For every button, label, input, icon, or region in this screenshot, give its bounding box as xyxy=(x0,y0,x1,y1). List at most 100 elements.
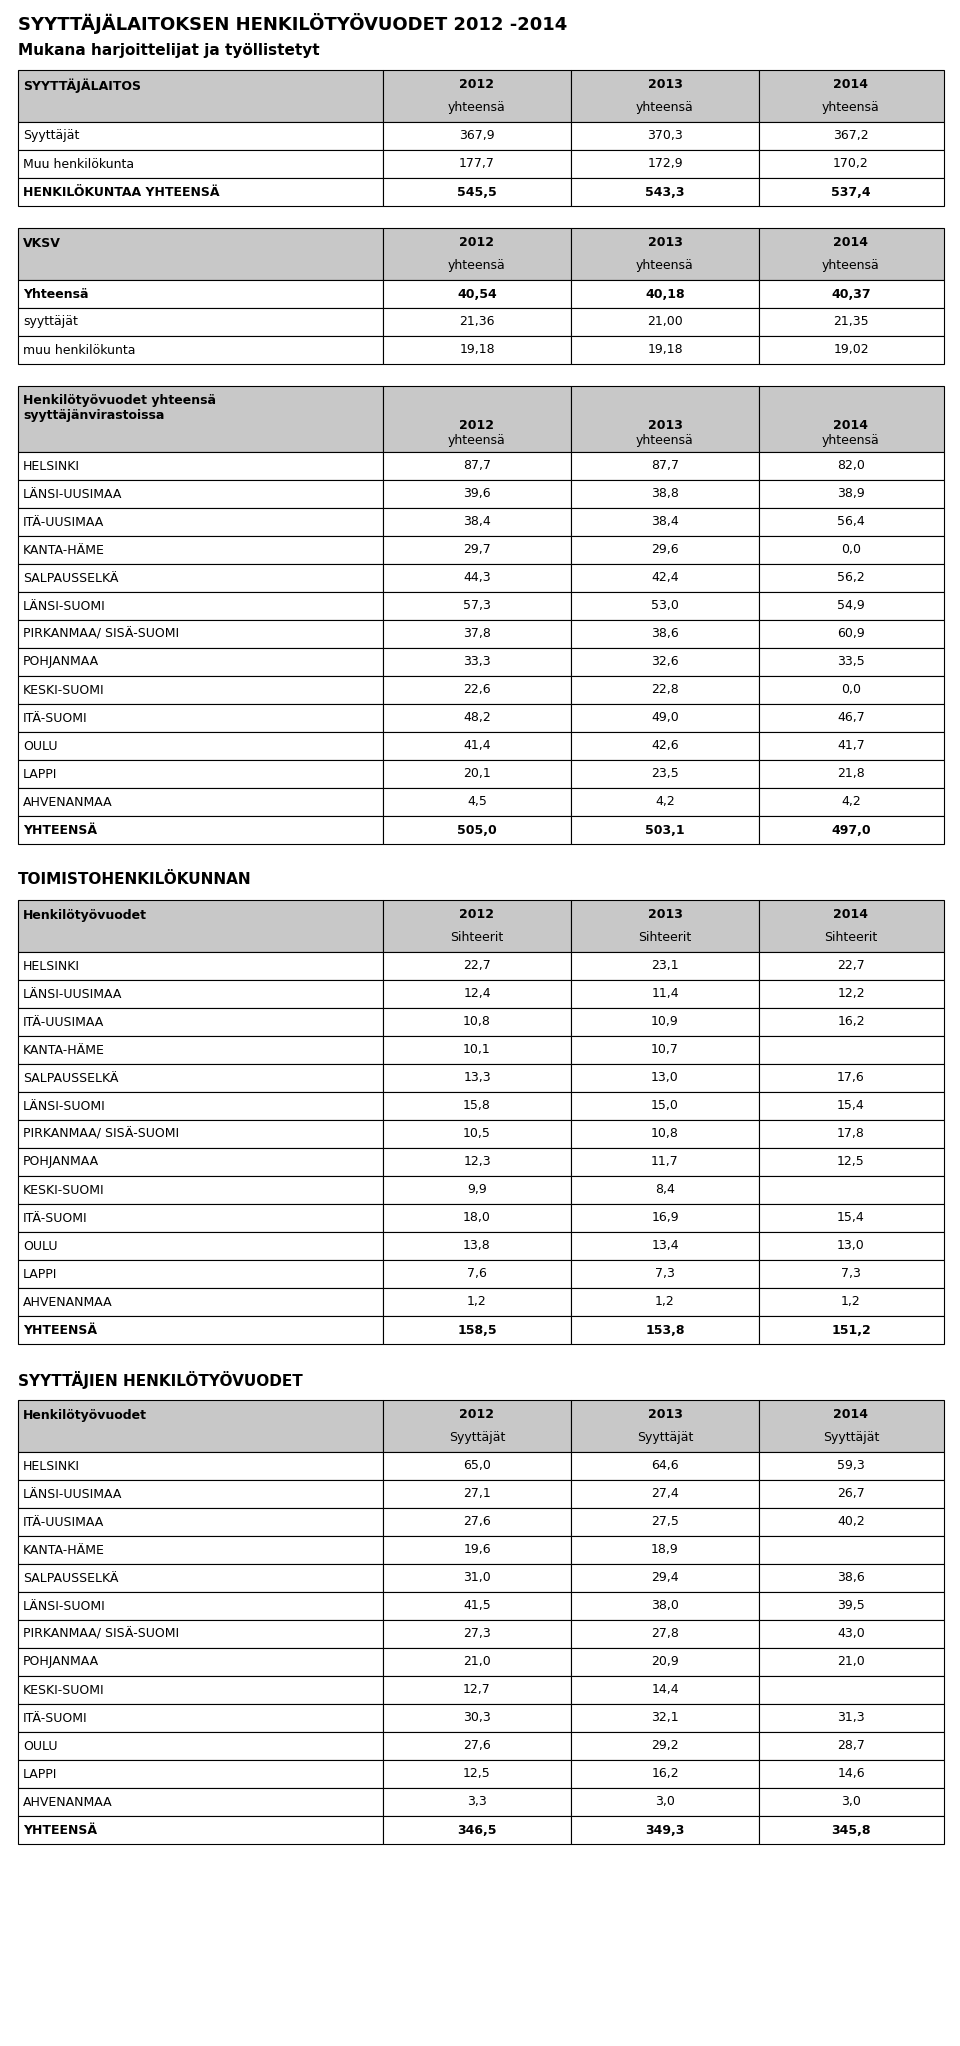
Bar xyxy=(383,649,571,675)
Text: 21,0: 21,0 xyxy=(463,1655,491,1667)
Bar xyxy=(18,309,383,336)
Bar xyxy=(571,1817,759,1843)
Bar xyxy=(383,951,571,980)
Text: 27,5: 27,5 xyxy=(651,1516,679,1528)
Bar xyxy=(759,900,944,951)
Bar xyxy=(571,1260,759,1289)
Bar xyxy=(18,980,383,1009)
Bar xyxy=(383,123,571,149)
Text: Sihteerit: Sihteerit xyxy=(825,931,877,943)
Text: SYYTTÄJÄLAITOS: SYYTTÄJÄLAITOS xyxy=(23,78,141,92)
Text: 346,5: 346,5 xyxy=(457,1823,496,1837)
Text: Muu henkilökunta: Muu henkilökunta xyxy=(23,158,134,170)
Text: 10,5: 10,5 xyxy=(463,1127,491,1140)
Bar xyxy=(759,1176,944,1203)
Bar xyxy=(18,565,383,591)
Bar xyxy=(383,1289,571,1316)
Bar xyxy=(571,704,759,732)
Text: ITÄ-UUSIMAA: ITÄ-UUSIMAA xyxy=(23,1015,105,1029)
Text: AHVENANMAA: AHVENANMAA xyxy=(23,1295,112,1309)
Bar xyxy=(383,1148,571,1176)
Text: 3,3: 3,3 xyxy=(468,1796,487,1809)
Bar xyxy=(759,481,944,507)
Bar xyxy=(383,481,571,507)
Bar xyxy=(571,1676,759,1704)
Bar xyxy=(18,1260,383,1289)
Text: POHJANMAA: POHJANMAA xyxy=(23,1655,99,1667)
Text: 28,7: 28,7 xyxy=(837,1739,865,1753)
Text: KESKI-SUOMI: KESKI-SUOMI xyxy=(23,1684,105,1696)
Text: 16,2: 16,2 xyxy=(837,1015,865,1029)
Text: SYYTTÄJIEN HENKILÖTYÖVUODET: SYYTTÄJIEN HENKILÖTYÖVUODET xyxy=(18,1371,302,1389)
Text: 158,5: 158,5 xyxy=(457,1324,497,1336)
Text: 2012: 2012 xyxy=(460,419,494,432)
Bar xyxy=(759,1289,944,1316)
Text: PIRKANMAA/ SISÄ-SUOMI: PIRKANMAA/ SISÄ-SUOMI xyxy=(23,1627,180,1641)
Bar xyxy=(383,1760,571,1788)
Bar xyxy=(571,1176,759,1203)
Text: KESKI-SUOMI: KESKI-SUOMI xyxy=(23,683,105,696)
Bar xyxy=(571,70,759,123)
Text: yhteensä: yhteensä xyxy=(822,434,880,446)
Bar xyxy=(18,387,383,452)
Text: 0,0: 0,0 xyxy=(841,683,861,696)
Bar xyxy=(18,1733,383,1760)
Bar xyxy=(383,70,571,123)
Text: 82,0: 82,0 xyxy=(837,460,865,473)
Text: 0,0: 0,0 xyxy=(841,544,861,557)
Text: OULU: OULU xyxy=(23,1739,58,1753)
Text: 38,4: 38,4 xyxy=(463,516,491,528)
Bar xyxy=(571,1316,759,1344)
Text: 37,8: 37,8 xyxy=(463,628,491,640)
Bar xyxy=(18,591,383,620)
Bar xyxy=(18,1592,383,1620)
Text: OULU: OULU xyxy=(23,1240,58,1252)
Bar xyxy=(571,1592,759,1620)
Text: 32,6: 32,6 xyxy=(651,655,679,669)
Text: 41,5: 41,5 xyxy=(463,1600,491,1612)
Text: 21,0: 21,0 xyxy=(837,1655,865,1667)
Bar xyxy=(571,591,759,620)
Bar xyxy=(383,1316,571,1344)
Text: Sihteerit: Sihteerit xyxy=(450,931,504,943)
Text: 2012: 2012 xyxy=(460,908,494,921)
Text: 13,0: 13,0 xyxy=(837,1240,865,1252)
Text: 41,4: 41,4 xyxy=(463,739,491,753)
Text: AHVENANMAA: AHVENANMAA xyxy=(23,796,112,808)
Bar xyxy=(18,732,383,759)
Text: Henkilötyövuodet yhteensä: Henkilötyövuodet yhteensä xyxy=(23,395,216,407)
Text: 60,9: 60,9 xyxy=(837,628,865,640)
Bar xyxy=(759,1203,944,1232)
Bar xyxy=(18,123,383,149)
Bar xyxy=(18,227,383,280)
Text: 15,4: 15,4 xyxy=(837,1211,865,1224)
Text: 12,5: 12,5 xyxy=(463,1768,491,1780)
Text: 2012: 2012 xyxy=(460,1408,494,1422)
Bar xyxy=(383,816,571,845)
Text: ITÄ-SUOMI: ITÄ-SUOMI xyxy=(23,712,87,724)
Bar xyxy=(571,1119,759,1148)
Text: 3,0: 3,0 xyxy=(655,1796,675,1809)
Bar xyxy=(759,1620,944,1647)
Text: 2014: 2014 xyxy=(833,1408,869,1422)
Text: SALPAUSSELKÄ: SALPAUSSELKÄ xyxy=(23,1571,118,1584)
Text: 2014: 2014 xyxy=(833,235,869,250)
Bar xyxy=(759,1817,944,1843)
Bar xyxy=(18,149,383,178)
Bar xyxy=(759,1508,944,1537)
Bar xyxy=(759,788,944,816)
Text: 56,4: 56,4 xyxy=(837,516,865,528)
Bar xyxy=(18,178,383,207)
Bar xyxy=(759,536,944,565)
Text: 13,3: 13,3 xyxy=(463,1072,491,1084)
Bar xyxy=(383,1704,571,1733)
Text: 12,3: 12,3 xyxy=(463,1156,491,1168)
Bar xyxy=(18,1676,383,1704)
Bar xyxy=(18,788,383,816)
Text: 42,4: 42,4 xyxy=(651,571,679,585)
Text: 16,2: 16,2 xyxy=(651,1768,679,1780)
Text: 19,18: 19,18 xyxy=(459,344,494,356)
Bar xyxy=(571,1203,759,1232)
Bar xyxy=(571,816,759,845)
Text: PIRKANMAA/ SISÄ-SUOMI: PIRKANMAA/ SISÄ-SUOMI xyxy=(23,1127,180,1140)
